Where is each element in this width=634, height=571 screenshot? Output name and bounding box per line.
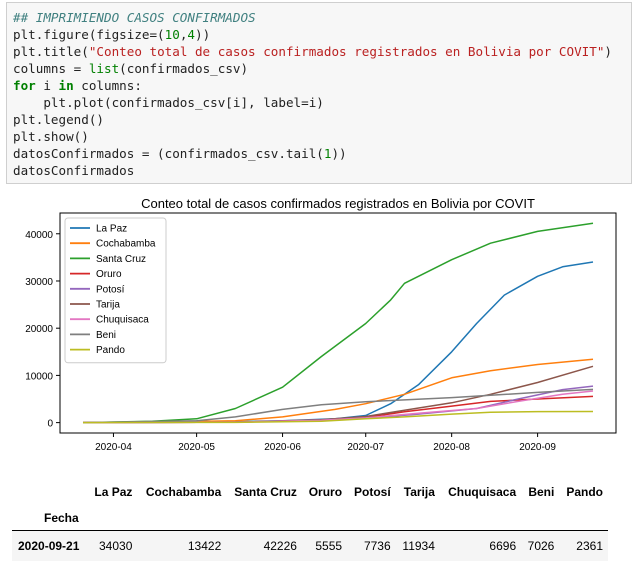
table-cell: 34030 xyxy=(87,530,138,561)
code-token: plt.title( xyxy=(13,44,89,59)
column-header: Oruro xyxy=(308,485,343,499)
y-tick-label: 30000 xyxy=(25,277,53,288)
column-header: Beni xyxy=(528,485,555,499)
legend-label: Cochabamba xyxy=(96,239,156,250)
code-token: (confirmados_csv) xyxy=(119,61,249,76)
code-token: list xyxy=(88,61,120,76)
series-line-1 xyxy=(82,358,594,424)
column-header: Chuquisaca xyxy=(448,485,517,499)
y-tick-label: 0 xyxy=(47,419,53,430)
code-token: 1 xyxy=(323,146,332,161)
code-line: columns = list(confirmados_csv) xyxy=(13,60,631,77)
index-name: Fecha xyxy=(44,511,79,525)
legend-label: Oruro xyxy=(96,269,122,280)
code-token: columns = xyxy=(13,61,89,76)
code-token: plt.legend() xyxy=(13,112,104,127)
column-header: Pando xyxy=(566,485,603,499)
dataframe-output: La Paz Cochabamba Santa Cruz Oruro Potosí Tar… xyxy=(12,478,608,564)
legend-label: Pando xyxy=(96,345,125,356)
code-token: )) xyxy=(331,146,347,161)
code-line: for i in columns: xyxy=(13,77,631,94)
code-token: in xyxy=(58,78,74,93)
column-header: Tarija xyxy=(403,485,435,499)
row-index: 2020-09-21 xyxy=(12,530,88,561)
x-tick-label: 2020-08 xyxy=(433,442,470,453)
y-tick-label: 20000 xyxy=(25,324,53,335)
code-token: for xyxy=(13,78,36,93)
legend-label: Tarija xyxy=(96,300,120,311)
code-line: datosConfirmados = (confirmados_csv.tail… xyxy=(13,145,631,162)
code-token: ) xyxy=(604,44,613,59)
code-token: 4 xyxy=(187,27,196,42)
code-token: plt.plot(confirmados_csv[i], label=i) xyxy=(13,95,324,110)
code-token: )) xyxy=(195,27,211,42)
code-line: plt.figure(figsize=(10,4)) xyxy=(13,26,631,43)
dataframe-table: La Paz Cochabamba Santa Cruz Oruro Potosí Tar… xyxy=(12,478,608,561)
code-line: datosConfirmados xyxy=(13,162,631,179)
code-token: 10 xyxy=(164,27,180,42)
legend-box xyxy=(64,217,167,364)
legend-label: Santa Cruz xyxy=(96,254,146,265)
table-cell: 2361 xyxy=(559,530,608,561)
code-line: plt.title("Conteo total de casos confirm… xyxy=(13,43,631,60)
y-tick-label: 10000 xyxy=(25,371,53,382)
code-token: plt.show() xyxy=(13,129,89,144)
code-line: plt.show() xyxy=(13,128,631,145)
table-cell: 42226 xyxy=(226,530,302,561)
legend-label: Chuquisaca xyxy=(96,315,149,326)
table-cell: 7026 xyxy=(521,530,560,561)
code-token: columns: xyxy=(73,78,142,93)
table-cell: 6696 xyxy=(439,530,522,561)
table-row: 2020-09-21 34030 13422 42226 5555 7736 11934 66… xyxy=(12,530,608,561)
column-header: Potosí xyxy=(353,485,391,499)
code-line: plt.legend() xyxy=(13,111,631,128)
code-token: plt.figure(figsize=( xyxy=(13,27,165,42)
header-blank xyxy=(12,478,87,506)
code-token: datosConfirmados xyxy=(13,163,135,178)
x-tick-label: 2020-07 xyxy=(347,442,384,453)
code-token: "Conteo total de casos confirmados regis… xyxy=(88,44,605,59)
code-token: datosConfirmados = (confirmados_csv.tail… xyxy=(13,146,324,161)
table-cell: 7736 xyxy=(347,530,396,561)
legend-label: La Paz xyxy=(96,224,127,235)
code-token: ## IMPRIMIENDO CASOS CONFIRMADOS xyxy=(13,10,256,25)
code-line: plt.plot(confirmados_csv[i], label=i) xyxy=(13,94,631,111)
series-line-2 xyxy=(82,222,594,424)
series-line-8 xyxy=(82,410,594,424)
legend-label: Beni xyxy=(96,330,116,341)
x-tick-label: 2020-09 xyxy=(519,442,556,453)
chart-title: Conteo total de casos confirmados regist… xyxy=(141,196,535,211)
dataframe-index-row: Fecha xyxy=(12,506,608,531)
code-token: , xyxy=(179,27,188,42)
table-cell: 13422 xyxy=(137,530,227,561)
line-chart: Conteo total de casos confirmados regist… xyxy=(25,196,617,453)
plot-output: Conteo total de casos confirmados regist… xyxy=(0,190,634,470)
dataframe-header-row: La Paz Cochabamba Santa Cruz Oruro Potosí Tar… xyxy=(12,478,608,506)
x-tick-label: 2020-06 xyxy=(264,442,301,453)
y-tick-label: 40000 xyxy=(25,230,53,241)
legend-label: Potosí xyxy=(96,284,125,295)
column-header: La Paz xyxy=(94,485,133,499)
code-line: ## IMPRIMIENDO CASOS CONFIRMADOS xyxy=(13,9,631,26)
code-token: i xyxy=(35,78,59,93)
series-line-7 xyxy=(82,388,594,424)
x-tick-label: 2020-04 xyxy=(95,442,132,453)
column-header: Cochabamba xyxy=(145,485,222,499)
table-cell: 11934 xyxy=(395,530,440,561)
column-header: Santa Cruz xyxy=(234,485,297,499)
x-tick-label: 2020-05 xyxy=(178,442,215,453)
table-cell: 5555 xyxy=(301,530,348,561)
code-cell[interactable]: ## IMPRIMIENDO CASOS CONFIRMADOS plt.figu… xyxy=(6,2,632,184)
